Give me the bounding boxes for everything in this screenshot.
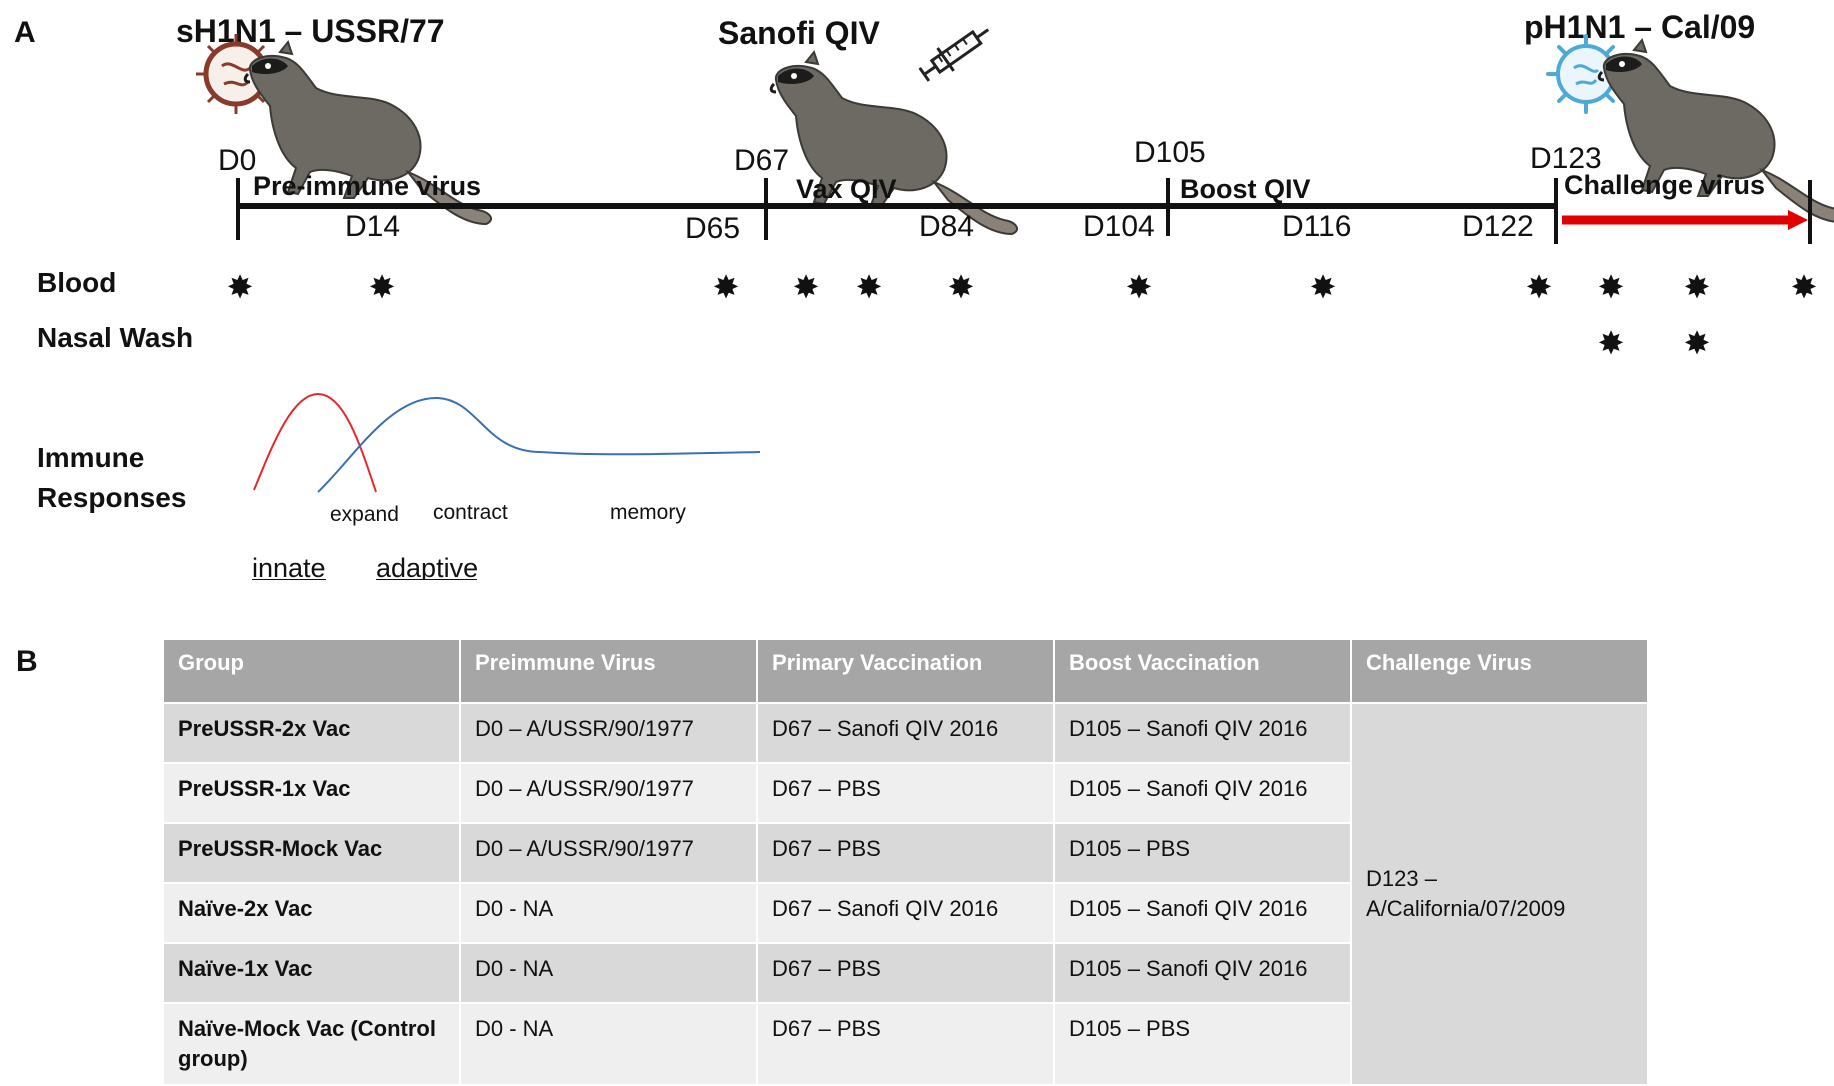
blood-sample-star: ✸ xyxy=(1526,269,1553,305)
blood-sample-star: ✸ xyxy=(856,269,883,305)
syringe-icon xyxy=(918,28,990,82)
blood-sample-star: ✸ xyxy=(1791,269,1818,305)
table-row: PreUSSR-2x Vac D0 – A/USSR/90/1977 D67 –… xyxy=(162,702,1649,1086)
curve-label-contract: contract xyxy=(433,501,508,524)
table-row: PreUSSR-Mock Vac D0 – A/USSR/90/1977 D67… xyxy=(162,822,1648,884)
group-cell: Naïve-2x Vac xyxy=(162,882,461,944)
day-label-d65: D65 xyxy=(685,212,740,245)
group-cell: PreUSSR-Mock Vac xyxy=(162,822,461,884)
timeline-diagram: A sH1N1 – USSR/77 Sanofi QIV pH1N1 – Cal… xyxy=(14,9,1834,580)
primary-vaccination-cell: D67 – PBS xyxy=(756,1002,1055,1086)
day-label-d104: D104 xyxy=(1083,210,1155,243)
table-row: Naïve-1x Vac D0 - NA D67 – PBS D105 – Sa… xyxy=(162,942,1648,1004)
header-preimmune-virus: Preimmune Virus xyxy=(459,638,758,704)
virus-icon-blue xyxy=(1546,34,1626,114)
preimmune-cell: D0 - NA xyxy=(459,942,758,1004)
curve-label-memory: memory xyxy=(610,501,686,524)
nasal-wash-sample-star: ✸ xyxy=(1598,325,1625,361)
preimmune-cell: D0 – A/USSR/90/1977 xyxy=(459,762,758,824)
day-label-d0: D0 xyxy=(218,144,256,177)
day-label-d122: D122 xyxy=(1462,210,1534,243)
study-groups-table: Group Preimmune Virus Primary Vaccinatio… xyxy=(162,638,1649,1086)
challenge-virus-day: D123 – xyxy=(1366,866,1437,891)
innate-response-curve xyxy=(253,392,377,493)
header-challenge-virus: Challenge Virus xyxy=(1350,638,1649,704)
preimmune-cell: D0 - NA xyxy=(459,882,758,944)
group-cell: PreUSSR-2x Vac xyxy=(162,702,461,764)
phase-preimmune: Pre-immune virus xyxy=(253,171,481,201)
preimmune-cell: D0 – A/USSR/90/1977 xyxy=(459,702,758,764)
day-label-d116: D116 xyxy=(1282,210,1352,243)
day-label-d105: D105 xyxy=(1134,136,1206,169)
boost-vaccination-cell: D105 – PBS xyxy=(1053,822,1352,884)
challenge-event-title: pH1N1 – Cal/09 xyxy=(1524,9,1755,45)
boost-vaccination-cell: D105 – Sanofi QIV 2016 xyxy=(1053,882,1352,944)
boost-vaccination-cell: D105 – Sanofi QIV 2016 xyxy=(1053,942,1352,1004)
boost-vaccination-cell: D105 – Sanofi QIV 2016 xyxy=(1053,702,1352,764)
immune-responses-label-line1: Immune xyxy=(37,442,144,473)
nasal-wash-sample-star: ✸ xyxy=(1684,325,1711,361)
group-cell: Naïve-Mock Vac (Control group) xyxy=(162,1002,461,1086)
vaccine-event-title: Sanofi QIV xyxy=(718,15,880,51)
preimmune-event-title: sH1N1 – USSR/77 xyxy=(176,13,445,49)
challenge-virus-strain: A/California/07/2009 xyxy=(1366,896,1566,921)
phase-boost: Boost QIV xyxy=(1180,174,1311,204)
primary-vaccination-cell: D67 – Sanofi QIV 2016 xyxy=(756,702,1055,764)
blood-sample-star: ✸ xyxy=(1126,269,1153,305)
blood-sample-star: ✸ xyxy=(1598,269,1625,305)
blood-sample-star: ✸ xyxy=(227,269,254,305)
innate-label: innate xyxy=(252,553,326,580)
preimmune-cell: D0 – A/USSR/90/1977 xyxy=(459,822,758,884)
panel-a-label: A xyxy=(14,16,36,49)
table-header-row: Group Preimmune Virus Primary Vaccinatio… xyxy=(162,638,1649,704)
header-boost-vaccination: Boost Vaccination xyxy=(1053,638,1352,704)
day-label-d84: D84 xyxy=(919,210,974,243)
primary-vaccination-cell: D67 – PBS xyxy=(756,762,1055,824)
blood-sample-star: ✸ xyxy=(793,269,820,305)
immune-responses-label-line2: Responses xyxy=(37,482,186,513)
blood-sample-star: ✸ xyxy=(1310,269,1337,305)
day-label-d67: D67 xyxy=(734,144,789,177)
group-cell: PreUSSR-1x Vac xyxy=(162,762,461,824)
table-row: Naïve-Mock Vac (Control group) D0 - NA D… xyxy=(162,1002,1648,1086)
day-label-d123: D123 xyxy=(1530,142,1602,175)
blood-sample-star: ✸ xyxy=(713,269,740,305)
nasal-wash-row-label: Nasal Wash xyxy=(37,322,193,353)
challenge-virus-cell: D123 – A/California/07/2009 xyxy=(1350,702,1649,1086)
header-group: Group xyxy=(162,638,461,704)
primary-vaccination-cell: D67 – PBS xyxy=(756,942,1055,1004)
table-row: PreUSSR-1x Vac D0 – A/USSR/90/1977 D67 –… xyxy=(162,762,1648,824)
phase-vax: Vax QIV xyxy=(796,174,897,204)
challenge-arrow-head xyxy=(1788,210,1808,230)
group-cell: Naïve-1x Vac xyxy=(162,942,461,1004)
preimmune-cell: D0 - NA xyxy=(459,1002,758,1086)
phase-challenge: Challenge virus xyxy=(1564,170,1765,200)
boost-vaccination-cell: D105 – Sanofi QIV 2016 xyxy=(1053,762,1352,824)
boost-vaccination-cell: D105 – PBS xyxy=(1053,1002,1352,1086)
table-row: Naïve-2x Vac D0 - NA D67 – Sanofi QIV 20… xyxy=(162,882,1648,944)
adaptive-response-curve xyxy=(317,396,761,493)
blood-sample-star: ✸ xyxy=(369,269,396,305)
blood-sample-star: ✸ xyxy=(948,269,975,305)
blood-row-label: Blood xyxy=(37,267,116,298)
primary-vaccination-cell: D67 – PBS xyxy=(756,822,1055,884)
header-primary-vaccination: Primary Vaccination xyxy=(756,638,1055,704)
curve-label-expand: expand xyxy=(330,503,399,526)
primary-vaccination-cell: D67 – Sanofi QIV 2016 xyxy=(756,882,1055,944)
day-label-d14: D14 xyxy=(345,210,400,243)
adaptive-label: adaptive xyxy=(376,553,478,580)
panel-b-label: B xyxy=(16,645,38,678)
blood-sample-star: ✸ xyxy=(1684,269,1711,305)
